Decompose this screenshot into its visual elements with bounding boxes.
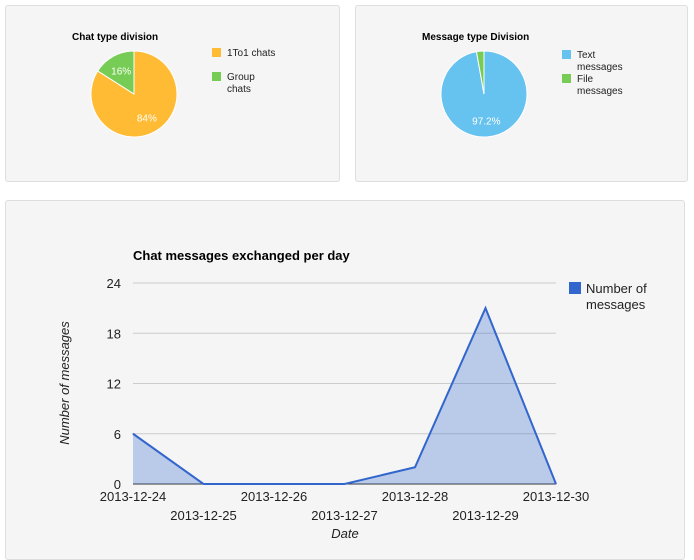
x-tick-label: 2013-12-30 <box>523 489 590 504</box>
x-tick-label: 2013-12-29 <box>452 508 519 523</box>
data-point[interactable] <box>555 483 557 485</box>
pie-slice[interactable] <box>97 50 135 95</box>
legend-label: Number of messages <box>586 281 647 312</box>
legend-label: Group chats <box>227 72 255 95</box>
chat-type-title: Chat type division <box>72 32 158 43</box>
message-type-title: Message type Division <box>422 32 529 43</box>
x-tick-label: 2013-12-26 <box>241 489 308 504</box>
slice-label: 84% <box>137 113 157 124</box>
y-tick-label: 6 <box>114 427 121 442</box>
y-axis-title: Number of messages <box>57 321 72 445</box>
x-tick-label: 2013-12-27 <box>311 508 378 523</box>
chat-type-pie-chart: Chat type division 84% 16% 1To1 chats Grou… <box>72 32 275 138</box>
legend-swatch <box>562 50 571 59</box>
legend-label: 1To1 chats <box>227 48 275 59</box>
legend-label: Text messages <box>577 50 623 73</box>
y-tick-label: 18 <box>107 326 121 341</box>
legend-label: File messages <box>577 74 623 97</box>
data-point[interactable] <box>344 483 345 485</box>
data-point[interactable] <box>132 433 134 435</box>
y-tick-label: 24 <box>107 276 121 291</box>
legend-swatch <box>212 48 221 57</box>
area-chart-title: Chat messages exchanged per day <box>133 248 351 263</box>
messages-area-chart: Chat messages exchanged per day 0 6 12 18 24… <box>57 248 647 541</box>
area-fill <box>133 308 556 484</box>
data-point[interactable] <box>485 307 486 309</box>
x-axis-title: Date <box>331 526 358 541</box>
data-point[interactable] <box>203 483 204 485</box>
data-point[interactable] <box>273 483 275 485</box>
x-tick-label: 2013-12-28 <box>382 489 449 504</box>
x-tick-label: 2013-12-24 <box>100 489 167 504</box>
slice-label: 16% <box>111 67 131 78</box>
data-point[interactable] <box>414 466 416 468</box>
y-tick-label: 0 <box>114 477 121 492</box>
slice-label: 97.2% <box>472 117 500 128</box>
legend-swatch <box>212 72 221 81</box>
message-type-pie-chart: Message type Division 97.2% Text messages… <box>422 32 623 138</box>
x-tick-label: 2013-12-25 <box>170 508 237 523</box>
y-tick-label: 12 <box>107 377 121 392</box>
pie-slice[interactable] <box>475 50 485 95</box>
legend-swatch <box>569 282 581 294</box>
legend-swatch <box>562 74 571 83</box>
